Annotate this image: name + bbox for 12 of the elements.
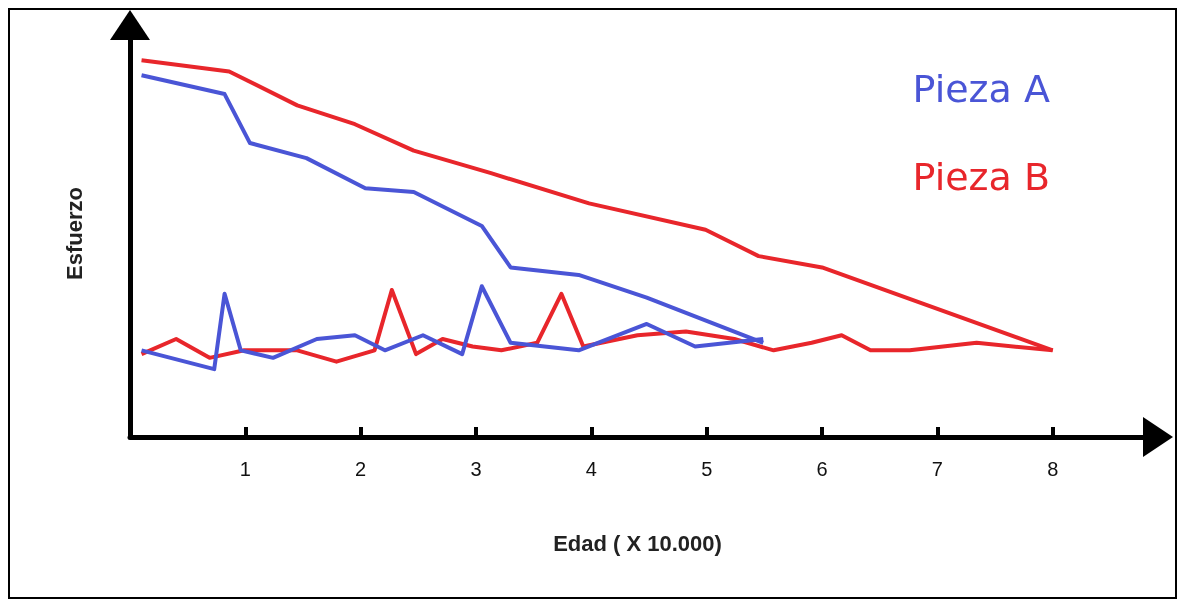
x-tick-label: 7	[931, 458, 943, 480]
x-tick-label: 1	[239, 458, 251, 480]
x-tick-label: 2	[355, 458, 367, 480]
text: Pieza B	[912, 155, 1051, 199]
x-tick-label: 4	[585, 458, 597, 480]
x-tick-label: 3	[470, 458, 482, 480]
x-tick-label: 5	[701, 458, 713, 480]
x-tick-label: 8	[1047, 458, 1059, 480]
y-axis-title: Esfuerzo	[61, 187, 87, 280]
x-tick-label: 6	[816, 458, 828, 480]
text: Pieza A	[912, 67, 1050, 111]
x-axis-title: Edad ( X 10.000)	[553, 530, 722, 556]
